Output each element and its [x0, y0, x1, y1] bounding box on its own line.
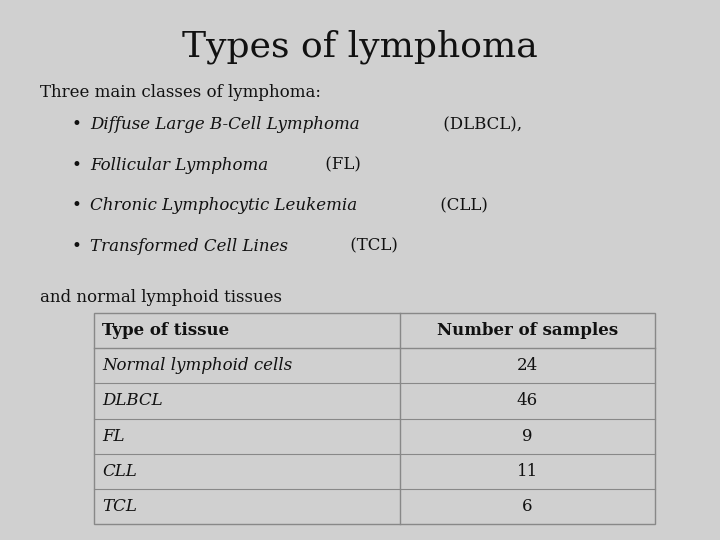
Text: •: •	[72, 238, 82, 254]
Text: •: •	[72, 157, 82, 173]
Text: FL: FL	[102, 428, 125, 444]
Text: •: •	[72, 116, 82, 133]
Text: CLL: CLL	[102, 463, 137, 480]
Text: Diffuse Large B-Cell Lymphoma: Diffuse Large B-Cell Lymphoma	[90, 116, 359, 133]
Text: (TCL): (TCL)	[346, 238, 398, 254]
Text: 24: 24	[517, 357, 538, 374]
Text: Follicular Lymphoma: Follicular Lymphoma	[90, 157, 268, 173]
Text: Type of tissue: Type of tissue	[102, 322, 230, 339]
Text: (CLL): (CLL)	[435, 197, 487, 214]
Text: (FL): (FL)	[320, 157, 361, 173]
Text: Chronic Lymphocytic Leukemia: Chronic Lymphocytic Leukemia	[90, 197, 357, 214]
Text: Three main classes of lymphoma:: Three main classes of lymphoma:	[40, 84, 320, 100]
Text: 6: 6	[522, 498, 533, 515]
Text: DLBCL: DLBCL	[102, 393, 163, 409]
Text: Transformed Cell Lines: Transformed Cell Lines	[90, 238, 288, 254]
Text: (DLBCL),: (DLBCL),	[438, 116, 522, 133]
Bar	[94, 313, 655, 524]
Text: Normal lymphoid cells: Normal lymphoid cells	[102, 357, 292, 374]
Text: Types of lymphoma: Types of lymphoma	[182, 30, 538, 64]
Text: and normal lymphoid tissues: and normal lymphoid tissues	[40, 289, 282, 306]
Text: TCL: TCL	[102, 498, 137, 515]
Text: •: •	[72, 197, 82, 214]
Text: 9: 9	[522, 428, 533, 444]
Text: 11: 11	[517, 463, 538, 480]
Text: Number of samples: Number of samples	[437, 322, 618, 339]
Text: 46: 46	[517, 393, 538, 409]
